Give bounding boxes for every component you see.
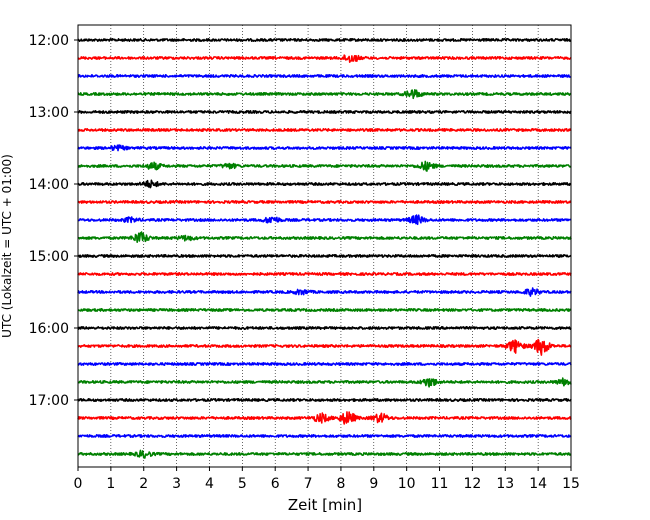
y-tick-label: 16:00 — [29, 321, 69, 337]
trace-1630 — [77, 362, 572, 366]
trace-1400 — [77, 179, 572, 189]
trace-1200 — [77, 38, 572, 42]
x-tick-label: 4 — [205, 476, 214, 492]
trace-1315 — [77, 128, 572, 132]
trace-1515 — [77, 272, 572, 276]
plot-frame — [77, 24, 572, 468]
y-axis-ticks: 12:00 13:00 14:00 15:00 16:00 17:00 — [29, 33, 78, 409]
x-tick-label: 2 — [139, 476, 148, 492]
x-tick-label: 10 — [398, 476, 416, 492]
trace-1500 — [77, 254, 572, 258]
y-tick-label: 15:00 — [29, 249, 69, 265]
trace-1345 — [77, 160, 572, 172]
y-tick-label: 14:00 — [29, 177, 69, 193]
x-tick-label: 5 — [238, 476, 247, 492]
trace-1215 — [77, 54, 572, 63]
x-tick-label: 14 — [529, 476, 547, 492]
trace-1545 — [77, 308, 572, 312]
x-axis-label: Zeit [min] — [288, 496, 362, 514]
seismic-traces — [77, 38, 572, 459]
trace-1645 — [77, 377, 572, 388]
trace-1530 — [77, 287, 572, 297]
y-axis-label: UTC (Lokalzeit = UTC + 01:00) — [0, 154, 14, 338]
trace-1245 — [77, 89, 572, 100]
x-tick-label: 3 — [172, 476, 181, 492]
trace-1730 — [77, 434, 572, 438]
y-tick-label: 13:00 — [29, 105, 69, 121]
x-tick-label: 8 — [336, 476, 345, 492]
y-tick-label: 12:00 — [29, 33, 69, 49]
x-axis-ticks: 0 1 2 3 4 5 6 7 8 9 10 11 12 13 14 15 — [74, 467, 580, 492]
trace-1330 — [77, 144, 572, 152]
trace-1615 — [77, 338, 572, 356]
x-tick-label: 13 — [496, 476, 514, 492]
x-tick-label: 12 — [463, 476, 481, 492]
trace-1445 — [77, 231, 572, 244]
trace-1745 — [77, 449, 572, 459]
x-tick-label: 11 — [431, 476, 449, 492]
trace-1415 — [77, 200, 572, 204]
trace-1230 — [77, 74, 572, 78]
trace-1600 — [77, 326, 572, 330]
trace-1300 — [77, 110, 572, 114]
x-tick-label: 1 — [106, 476, 115, 492]
x-tick-label: 15 — [562, 476, 580, 492]
y-tick-label: 17:00 — [29, 393, 69, 409]
trace-1715 — [77, 411, 572, 425]
x-tick-label: 9 — [369, 476, 378, 492]
trace-1700 — [77, 398, 572, 402]
x-tick-label: 6 — [271, 476, 280, 492]
x-tick-label: 7 — [304, 476, 313, 492]
x-tick-label: 0 — [74, 476, 83, 492]
trace-1430 — [77, 214, 572, 226]
